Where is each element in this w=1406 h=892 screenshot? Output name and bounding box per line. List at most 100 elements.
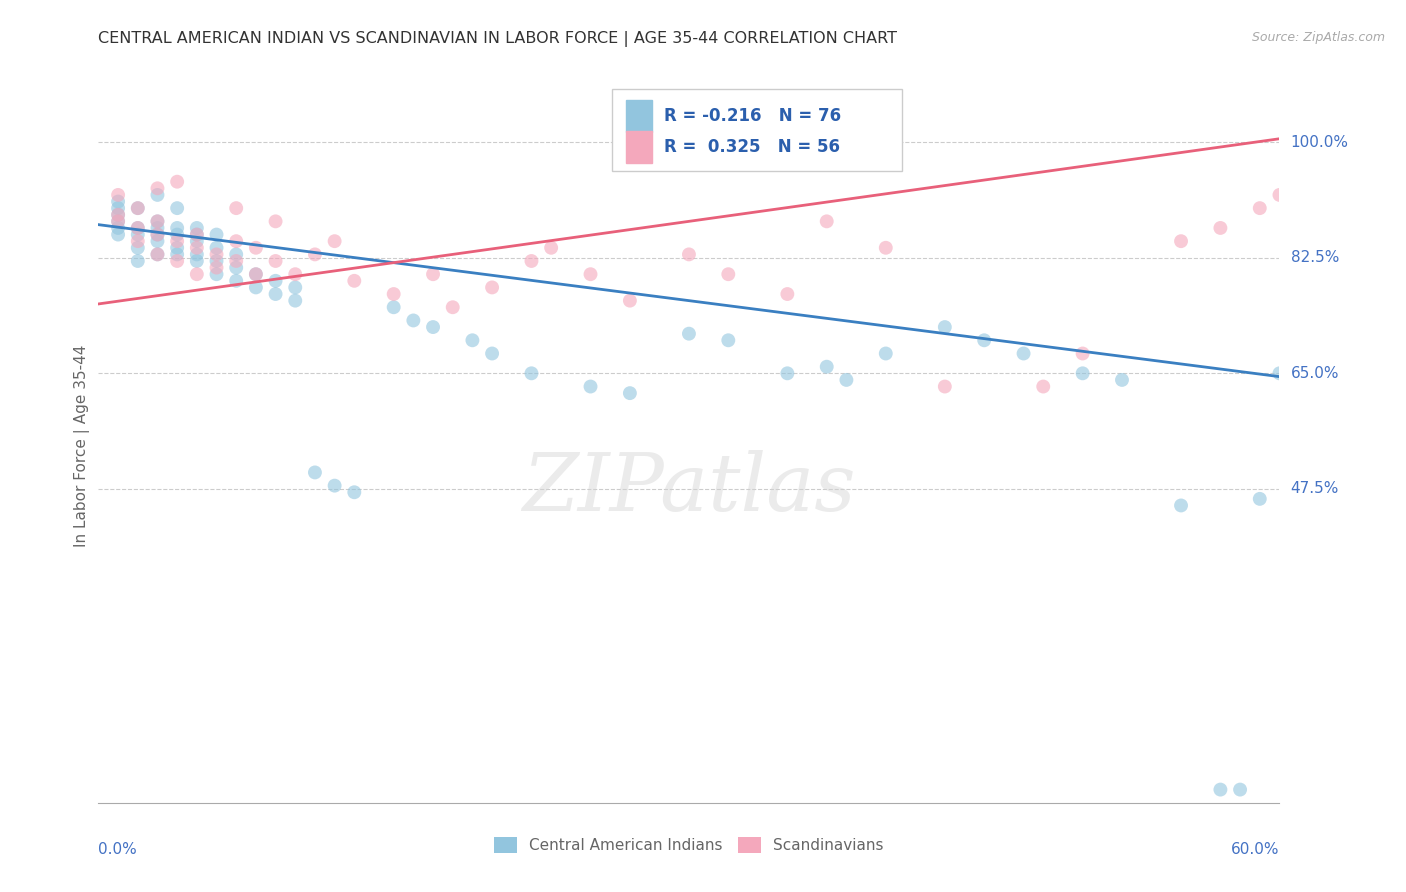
Point	[205, 267, 228, 281]
Point	[166, 254, 188, 268]
Point	[1249, 491, 1271, 506]
Point	[225, 247, 247, 261]
Point	[146, 227, 169, 242]
Point	[1209, 782, 1232, 797]
Point	[186, 267, 208, 281]
Point	[225, 234, 247, 248]
Y-axis label: In Labor Force | Age 35-44: In Labor Force | Age 35-44	[75, 345, 90, 547]
Point	[422, 320, 444, 334]
Text: 100.0%: 100.0%	[1291, 135, 1348, 150]
Text: 60.0%: 60.0%	[1232, 842, 1279, 856]
Text: 47.5%: 47.5%	[1291, 482, 1339, 497]
Point	[166, 201, 188, 215]
Point	[619, 293, 641, 308]
Point	[1268, 188, 1291, 202]
Point	[166, 247, 188, 261]
Point	[245, 280, 267, 294]
Point	[107, 194, 129, 209]
Point	[1012, 346, 1035, 360]
Point	[323, 478, 346, 492]
Point	[127, 234, 149, 248]
Point	[422, 267, 444, 281]
Point	[186, 234, 208, 248]
Point	[717, 267, 740, 281]
Point	[127, 221, 149, 235]
Point	[284, 267, 307, 281]
Point	[245, 267, 267, 281]
Point	[776, 287, 799, 301]
Point	[146, 227, 169, 242]
Point	[146, 181, 169, 195]
Point	[815, 214, 838, 228]
Point	[973, 333, 995, 347]
Point	[225, 274, 247, 288]
Bar	[626, 130, 652, 162]
Point	[264, 254, 287, 268]
Point	[225, 254, 247, 268]
FancyBboxPatch shape	[612, 89, 901, 171]
Point	[166, 175, 188, 189]
Point	[382, 300, 405, 314]
Point	[815, 359, 838, 374]
Point	[1071, 367, 1094, 381]
Point	[146, 221, 169, 235]
Point	[1308, 161, 1330, 176]
Point	[579, 267, 602, 281]
Point	[1111, 373, 1133, 387]
Point	[619, 386, 641, 401]
Point	[304, 247, 326, 261]
Point	[107, 214, 129, 228]
Point	[1249, 201, 1271, 215]
Point	[1229, 782, 1251, 797]
Point	[540, 241, 562, 255]
Point	[127, 221, 149, 235]
Point	[776, 367, 799, 381]
Point	[146, 214, 169, 228]
Point	[284, 293, 307, 308]
Point	[186, 227, 208, 242]
Point	[107, 201, 129, 215]
Point	[343, 274, 366, 288]
Point	[146, 188, 169, 202]
Point	[146, 247, 169, 261]
Point	[382, 287, 405, 301]
Point	[461, 333, 484, 347]
Point	[1268, 367, 1291, 381]
Point	[107, 221, 129, 235]
Point	[205, 227, 228, 242]
Text: R =  0.325   N = 56: R = 0.325 N = 56	[664, 137, 841, 155]
Point	[225, 201, 247, 215]
Text: 0.0%: 0.0%	[98, 842, 138, 856]
Text: R = -0.216   N = 76: R = -0.216 N = 76	[664, 107, 841, 125]
Point	[245, 267, 267, 281]
Point	[520, 254, 543, 268]
Text: 82.5%: 82.5%	[1291, 250, 1339, 265]
Point	[146, 234, 169, 248]
Point	[875, 241, 897, 255]
Point	[835, 373, 858, 387]
Point	[166, 227, 188, 242]
Point	[107, 208, 129, 222]
Point	[343, 485, 366, 500]
Point	[441, 300, 464, 314]
Point	[402, 313, 425, 327]
Point	[146, 214, 169, 228]
Bar	[626, 100, 652, 132]
Point	[186, 247, 208, 261]
Point	[166, 221, 188, 235]
Point	[186, 227, 208, 242]
Point	[166, 241, 188, 255]
Point	[186, 241, 208, 255]
Point	[127, 201, 149, 215]
Point	[186, 254, 208, 268]
Point	[481, 280, 503, 294]
Text: 65.0%: 65.0%	[1291, 366, 1339, 381]
Point	[875, 346, 897, 360]
Point	[205, 247, 228, 261]
Point	[520, 367, 543, 381]
Point	[678, 247, 700, 261]
Point	[127, 227, 149, 242]
Point	[225, 260, 247, 275]
Point	[205, 260, 228, 275]
Point	[205, 241, 228, 255]
